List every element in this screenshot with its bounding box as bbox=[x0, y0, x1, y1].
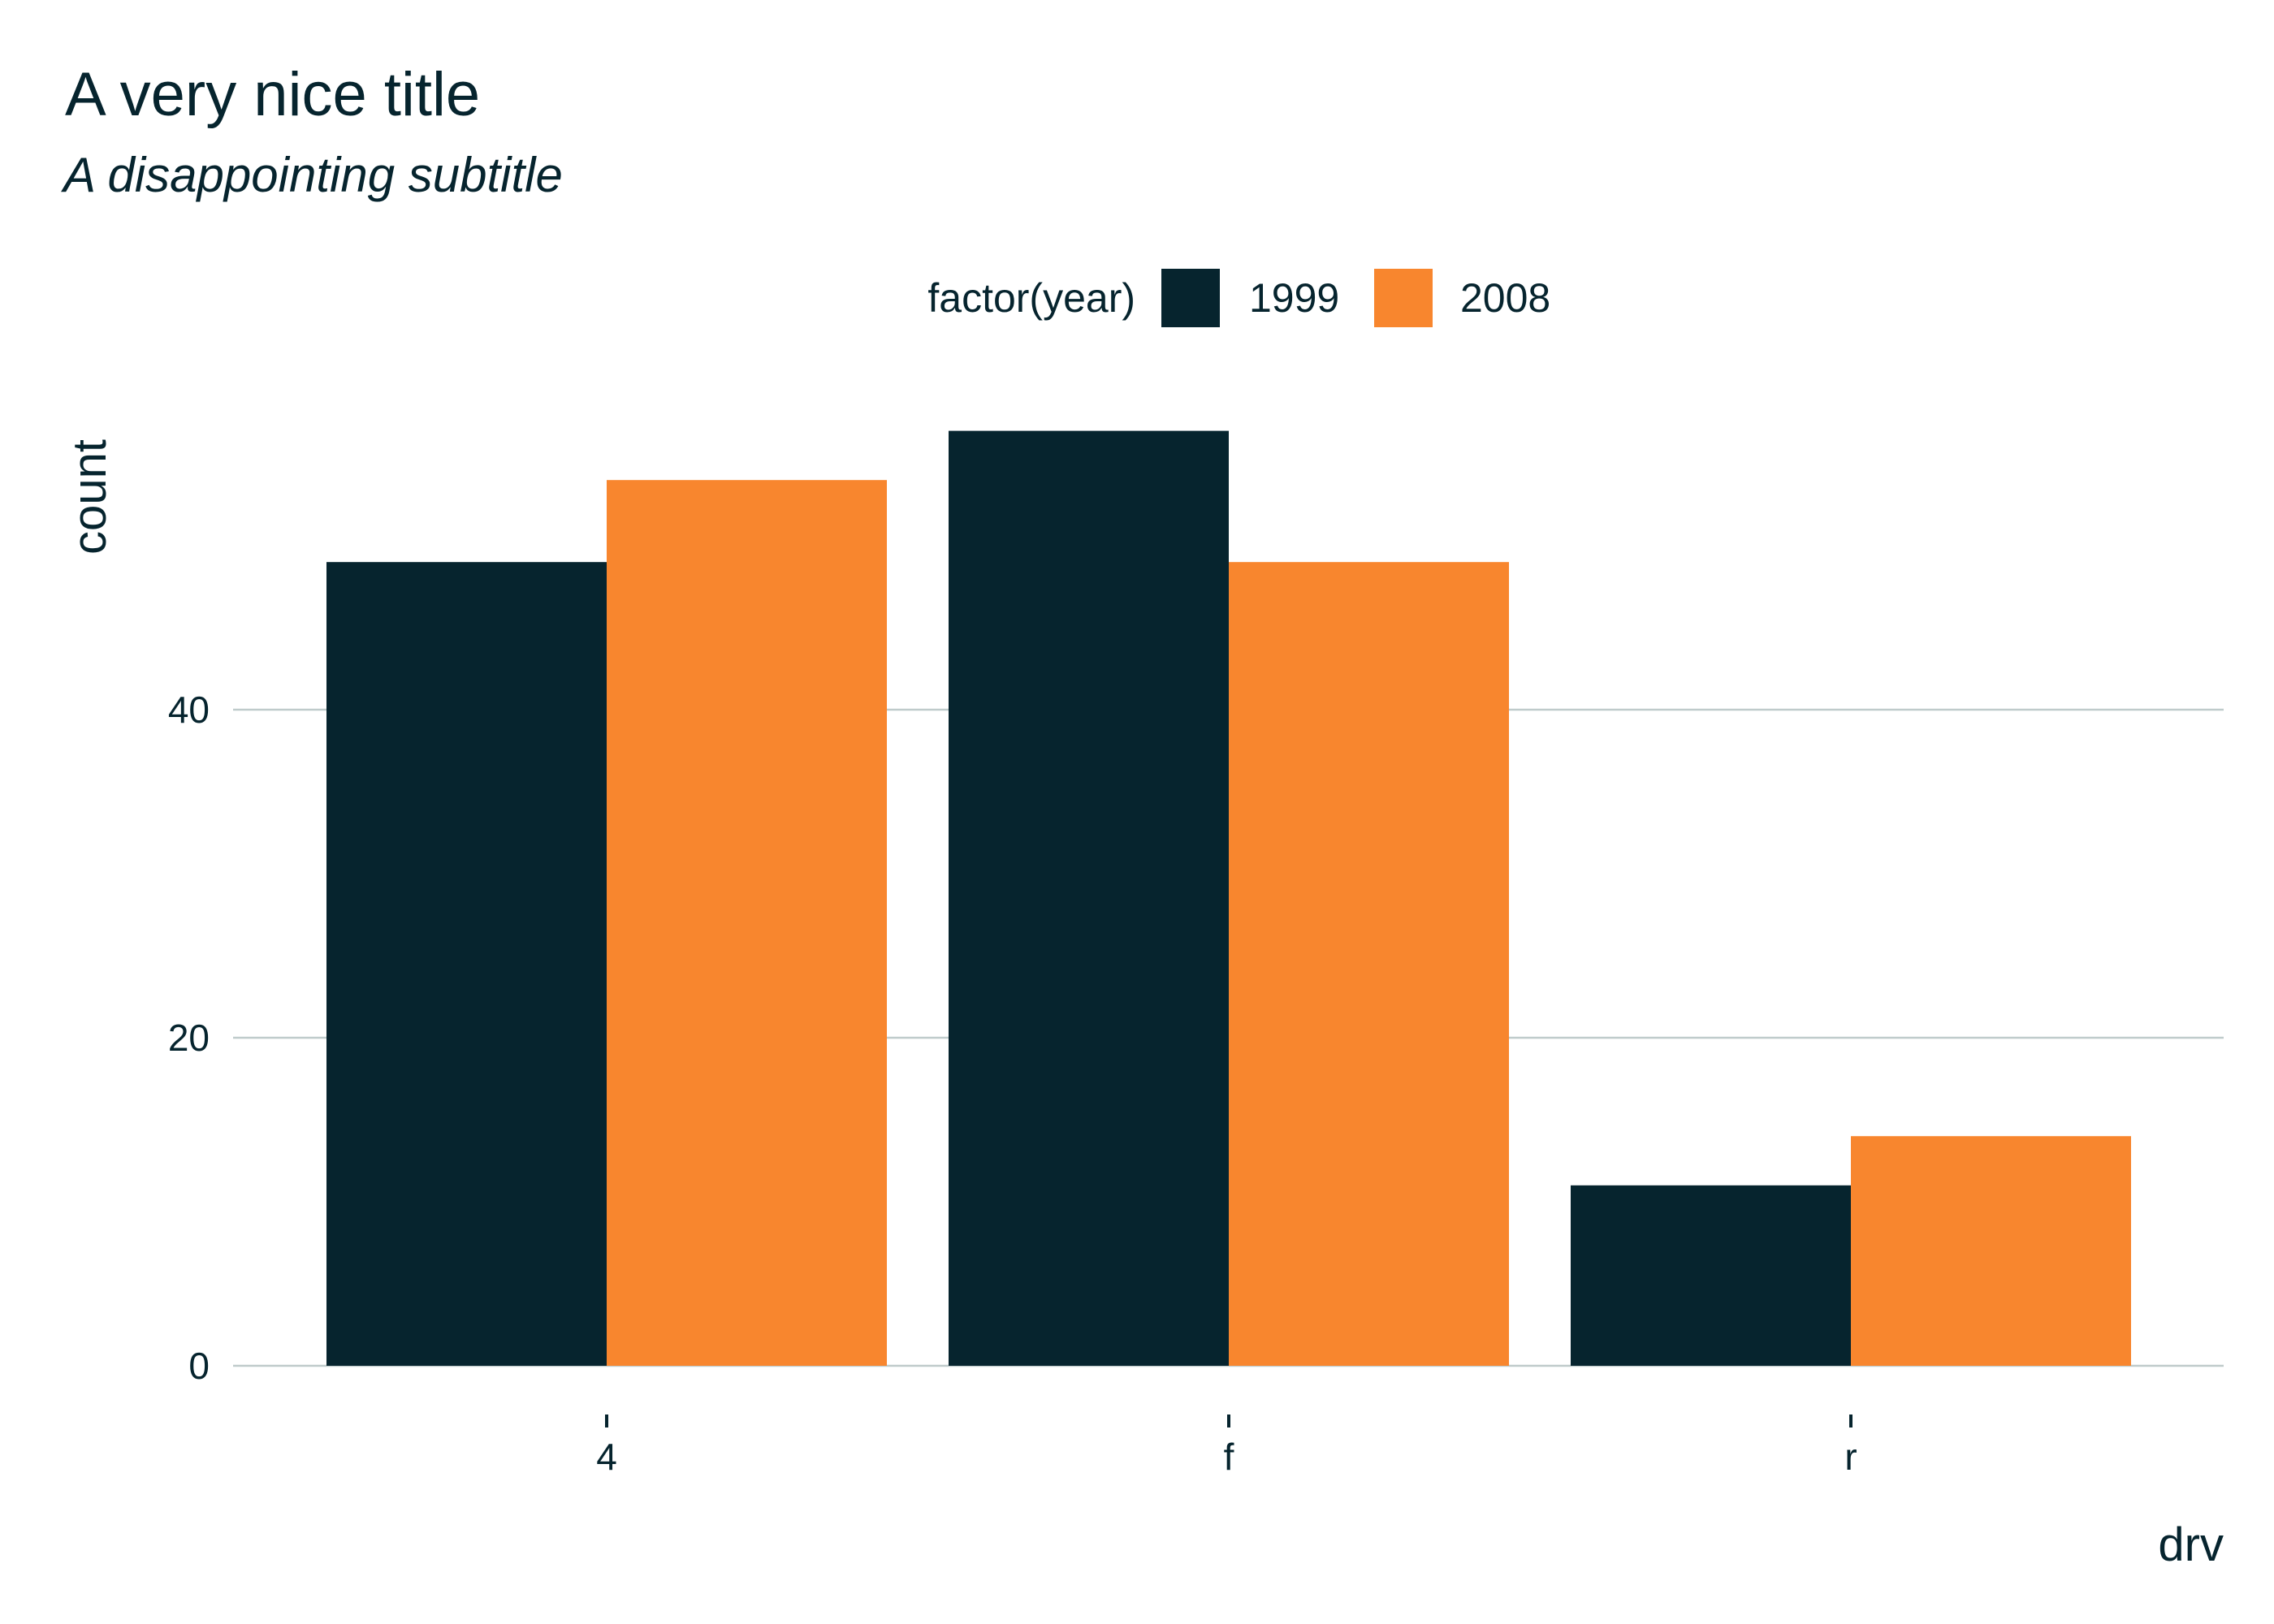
bars bbox=[326, 430, 2131, 1367]
legend-key-2008 bbox=[1374, 269, 1433, 327]
bar-f-2008 bbox=[1229, 562, 1509, 1366]
legend-label-1999: 1999 bbox=[1249, 275, 1339, 321]
x-tick-label: 4 bbox=[596, 1436, 617, 1478]
bar-4-1999 bbox=[326, 562, 607, 1366]
x-axis-ticks: 4 f r bbox=[596, 1415, 1857, 1478]
bar-r-2008 bbox=[1851, 1136, 2131, 1366]
y-axis-title: count bbox=[63, 439, 116, 555]
chart-subtitle: A disappointing subtitle bbox=[61, 148, 563, 202]
x-tick-label: r bbox=[1844, 1436, 1857, 1478]
y-tick-label: 40 bbox=[168, 689, 210, 731]
legend-label-2008: 2008 bbox=[1460, 275, 1550, 321]
y-tick-label: 20 bbox=[168, 1017, 210, 1059]
y-tick-label: 0 bbox=[188, 1345, 210, 1387]
legend-title: factor(year) bbox=[927, 275, 1135, 321]
chart-title: A very nice title bbox=[65, 60, 480, 129]
bar-4-2008 bbox=[607, 480, 887, 1367]
x-axis-title: drv bbox=[2158, 1518, 2224, 1571]
bar-r-1999 bbox=[1571, 1185, 1851, 1366]
bar-f-1999 bbox=[949, 430, 1229, 1366]
y-axis-ticks: 0 20 40 bbox=[168, 689, 210, 1387]
x-tick-label: f bbox=[1224, 1436, 1234, 1478]
legend: factor(year) 1999 2008 bbox=[927, 269, 1550, 327]
legend-key-1999 bbox=[1161, 269, 1220, 327]
